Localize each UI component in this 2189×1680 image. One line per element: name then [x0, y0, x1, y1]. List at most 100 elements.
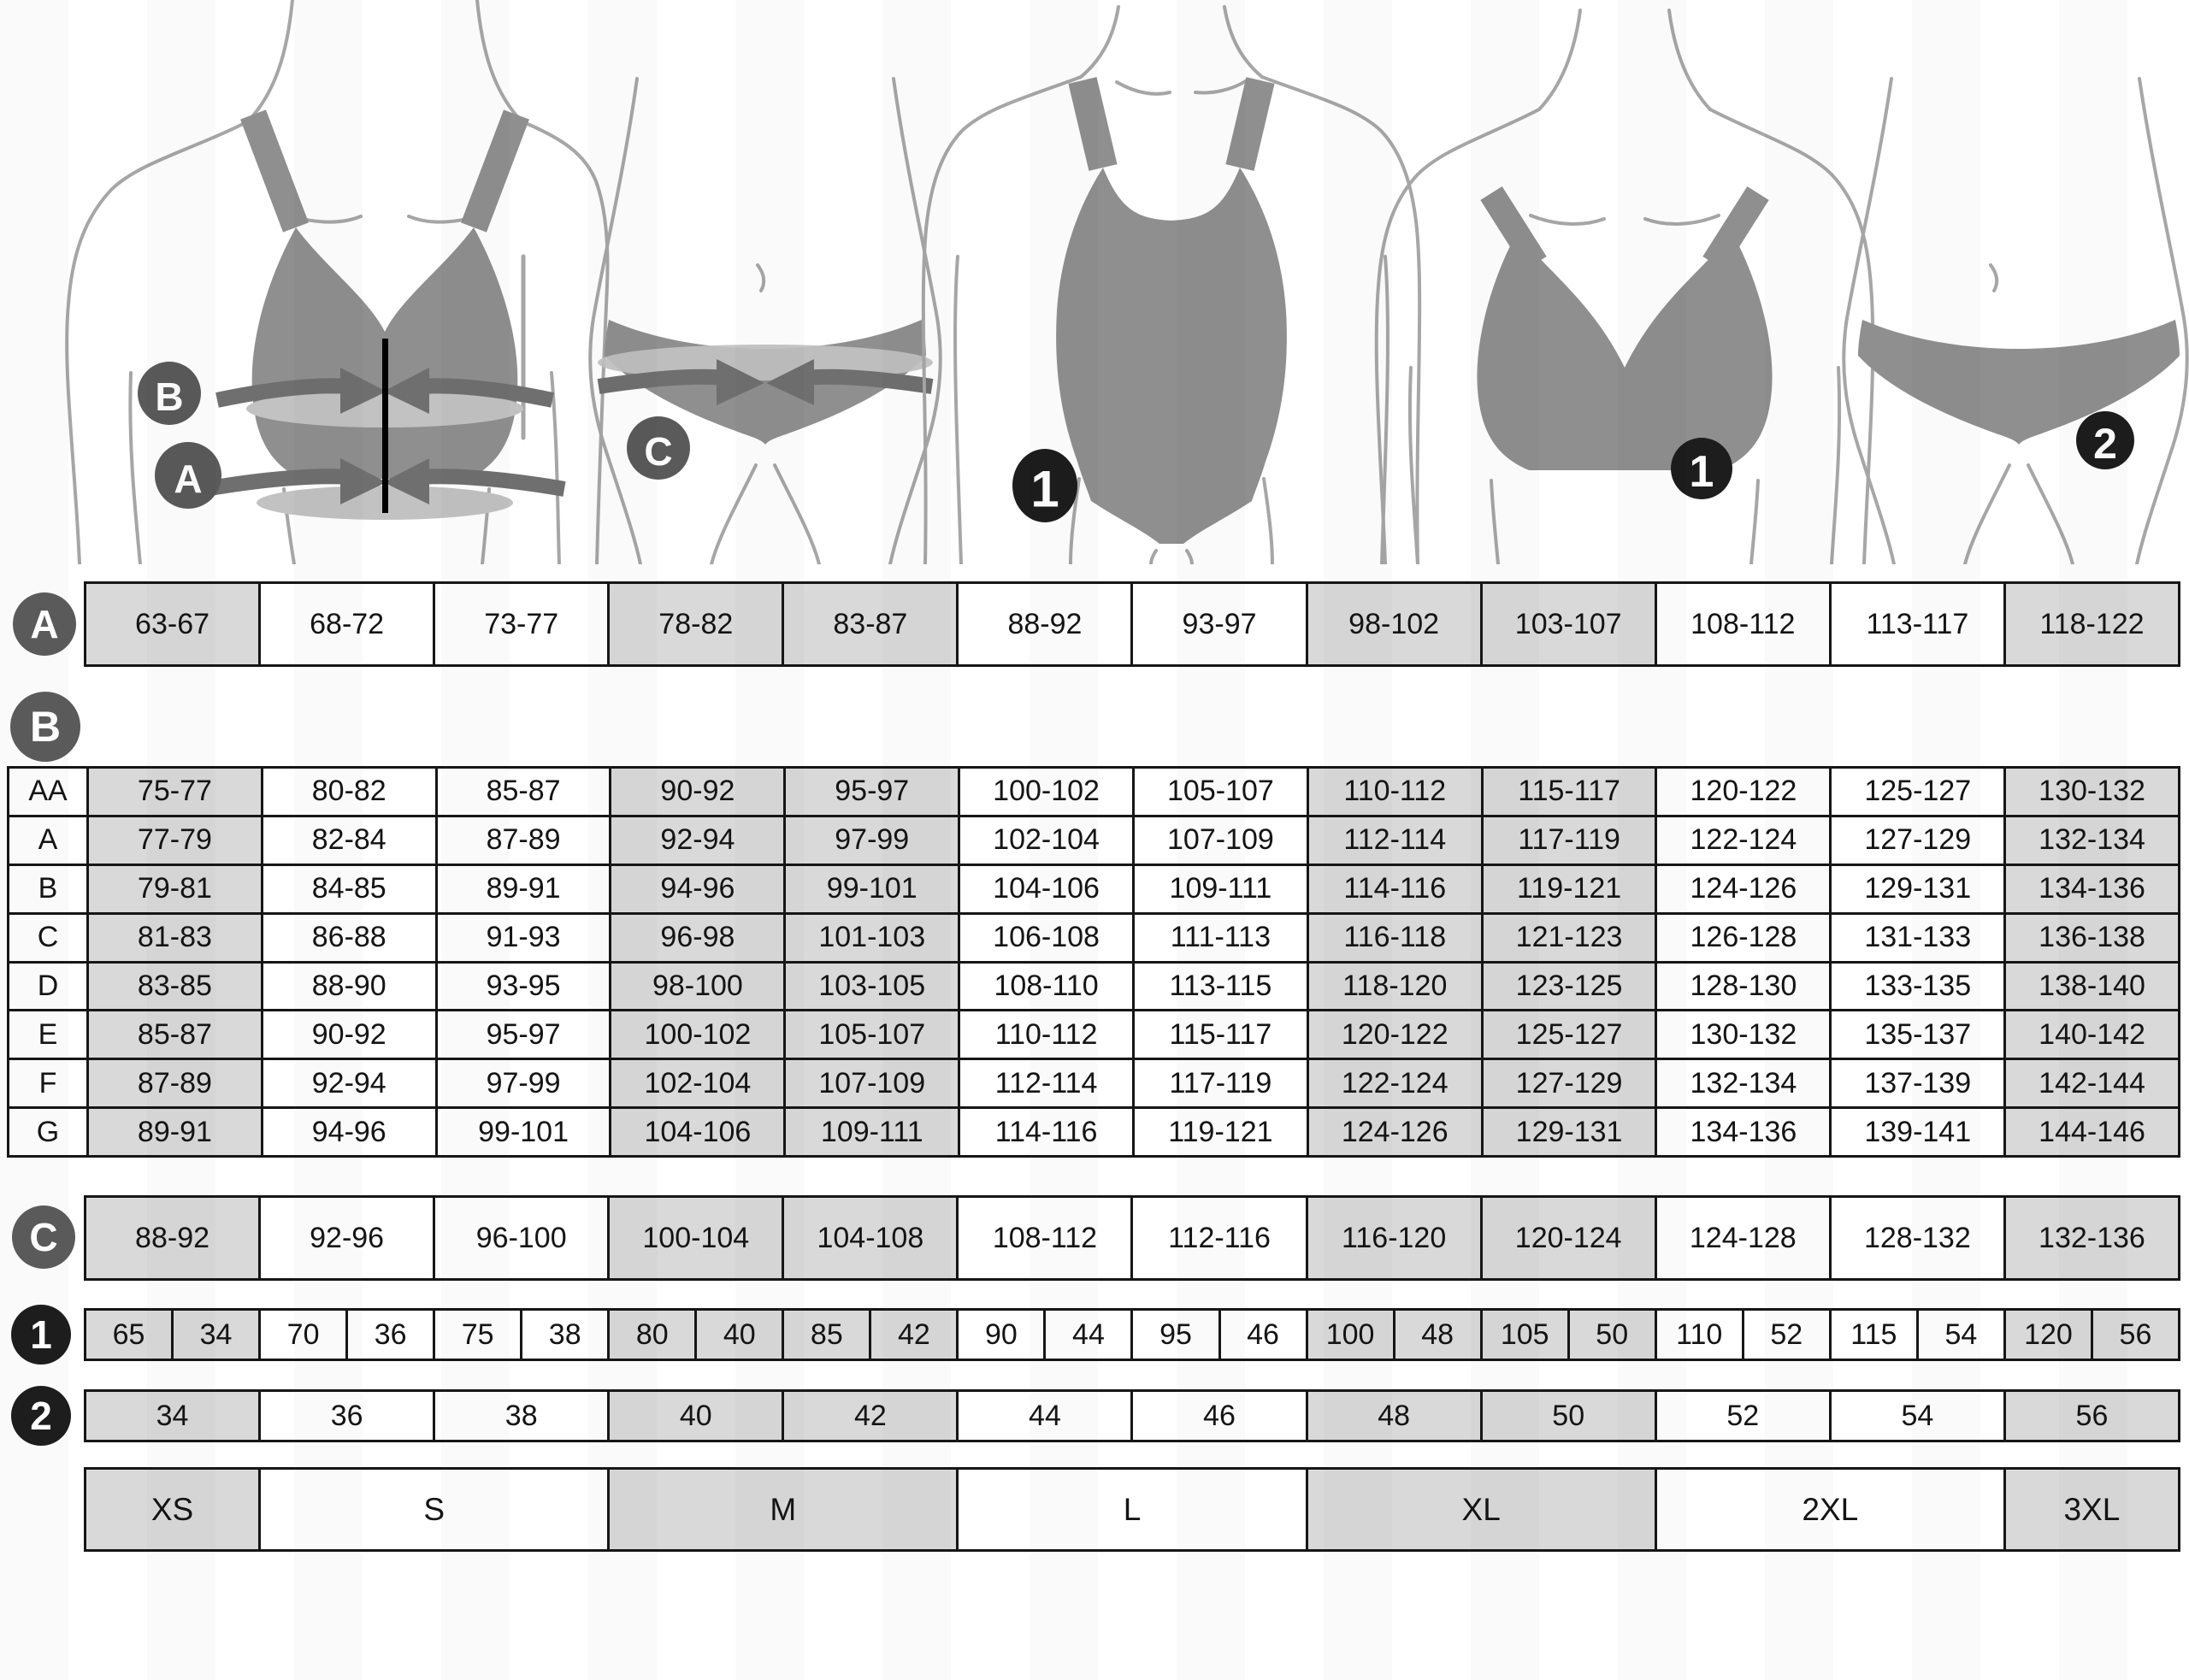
cup-range-cell: 109-111	[1134, 865, 1307, 912]
figure-hips-measurement: C	[588, 77, 942, 564]
cup-range-cell: 142-144	[2006, 1060, 2178, 1107]
bra-size-cell: 65	[86, 1311, 172, 1359]
panty-size-cell: 54	[1831, 1392, 2003, 1440]
underbust-cell: 68-72	[261, 584, 434, 664]
row-label-a: A	[13, 592, 76, 656]
collarbone-line	[1194, 79, 1248, 95]
panties-shape	[1858, 320, 2180, 445]
underbust-cell: 113-117	[1831, 584, 2003, 664]
panty-size-cell: 40	[610, 1392, 782, 1440]
thigh-line	[1069, 477, 1081, 564]
row-label-c: C	[12, 1205, 75, 1269]
arrow-head	[340, 368, 386, 414]
arm-line	[1407, 366, 1419, 564]
arrow-head	[766, 359, 814, 405]
thigh-line	[2027, 463, 2074, 564]
cup-range-cell: 97-99	[437, 1060, 610, 1107]
arm-line	[1260, 75, 1422, 564]
cup-range-cell: 92-94	[263, 1060, 435, 1107]
panty-size-cell: 48	[1307, 1392, 1480, 1440]
panty-size-cell: 38	[435, 1392, 608, 1440]
row-label-2: 2	[11, 1386, 71, 1446]
underbust-cell: 88-92	[959, 584, 1131, 664]
arm-line	[953, 255, 963, 564]
cup-range-cell: 104-106	[611, 1109, 784, 1155]
bra-size-cell: 105	[1482, 1311, 1567, 1359]
cup-range-cell: 131-133	[1832, 914, 2004, 961]
cup-range-cell: 110-112	[960, 1011, 1132, 1058]
thigh-line	[710, 463, 758, 564]
bra-size-row: 65 34 70 36 75 38 80 40 85 42 90 44 95 46 100 48 105 50 11…	[84, 1308, 2180, 1361]
bra-size-cell: 42	[871, 1311, 957, 1359]
cup-range-cell: 133-135	[1832, 963, 2004, 1010]
navel	[1989, 263, 1999, 292]
panty-size-cell: 52	[1656, 1392, 1829, 1440]
hips-cell: 116-120	[1307, 1198, 1480, 1278]
cup-range-cell: 89-91	[437, 865, 610, 912]
cup-range-cell: 81-83	[89, 914, 261, 961]
cup-range-cell: 99-101	[437, 1109, 610, 1155]
cup-range-cell: 122-124	[1308, 1060, 1481, 1107]
letter-size-cell: S	[261, 1470, 608, 1549]
arm-line	[550, 371, 561, 564]
cup-range-cell: 110-112	[1308, 769, 1481, 815]
hip-line	[888, 77, 942, 564]
bra-size-cell: 110	[1656, 1311, 1742, 1359]
row-label-1: 1	[11, 1305, 71, 1365]
cup-range-cell: 117-119	[1134, 1060, 1307, 1107]
cup-range-cell: 79-81	[89, 865, 261, 912]
cup-range-cell: 75-77	[89, 769, 261, 815]
cup-range-cell: 84-85	[263, 865, 435, 912]
cup-range-cell: 130-132	[2006, 769, 2178, 815]
collarbone-line	[1529, 214, 1606, 226]
cup-range-cell: 115-117	[1483, 769, 1655, 815]
underbust-cell: 103-107	[1482, 584, 1655, 664]
underbust-cell: 98-102	[1307, 584, 1480, 664]
body-outline	[588, 77, 942, 564]
hips-cell: 112-116	[1133, 1198, 1306, 1278]
cup-row-label: C	[9, 914, 86, 961]
torso-line	[1749, 479, 1760, 564]
cup-range-cell: 89-91	[89, 1109, 261, 1155]
underbust-cell: 83-87	[784, 584, 957, 664]
collarbone-line	[1643, 214, 1720, 226]
cup-range-cell: 82-84	[263, 816, 435, 864]
fig-label-c: C	[644, 429, 672, 474]
cup-range-cell: 102-104	[611, 1060, 784, 1107]
cup-row-label: B	[9, 865, 86, 912]
cup-row-label: AA	[9, 769, 86, 815]
cup-range-cell: 119-121	[1134, 1109, 1307, 1155]
fig-label-c-circle	[627, 416, 690, 480]
cup-range-cell: 86-88	[263, 914, 435, 961]
cup-range-cell: 111-113	[1134, 914, 1307, 961]
cup-range-cell: 109-111	[786, 1109, 959, 1155]
underbust-cell: 78-82	[610, 584, 782, 664]
neck-line	[1079, 5, 1120, 79]
cup-row-label: E	[9, 1011, 86, 1058]
cup-range-cell: 83-85	[89, 963, 261, 1010]
panty-size-cell: 42	[784, 1392, 957, 1440]
panty-size-cell: 46	[1133, 1392, 1306, 1440]
bra-strap	[240, 109, 309, 233]
torso-line	[1490, 479, 1500, 564]
fig-badge-2: 2	[2093, 420, 2117, 468]
cup-range-cell: 132-134	[2006, 816, 2178, 864]
bra-size-cell: 52	[1744, 1311, 1829, 1359]
cup-range-cell: 92-94	[611, 816, 784, 864]
cup-range-cell: 120-122	[1308, 1011, 1481, 1058]
bra-size-cell: 38	[522, 1311, 608, 1359]
panty-size-cell: 50	[1482, 1392, 1655, 1440]
letter-size-cell: L	[959, 1470, 1306, 1549]
collarbone-line	[1115, 80, 1171, 96]
underbust-cell: 118-122	[2005, 584, 2178, 664]
cup-row-label: G	[9, 1109, 86, 1155]
arrow-head	[383, 368, 429, 414]
neck-line	[246, 0, 294, 123]
hips-cell: 120-124	[1482, 1198, 1655, 1278]
cup-range-cell: 93-95	[437, 963, 610, 1010]
swimsuit-garment	[1056, 77, 1287, 544]
cup-range-cell: 127-129	[1832, 816, 2004, 864]
bra-size-cell: 40	[697, 1311, 782, 1359]
bra-size-cell: 95	[1133, 1311, 1218, 1359]
hips-cell: 108-112	[959, 1198, 1131, 1278]
